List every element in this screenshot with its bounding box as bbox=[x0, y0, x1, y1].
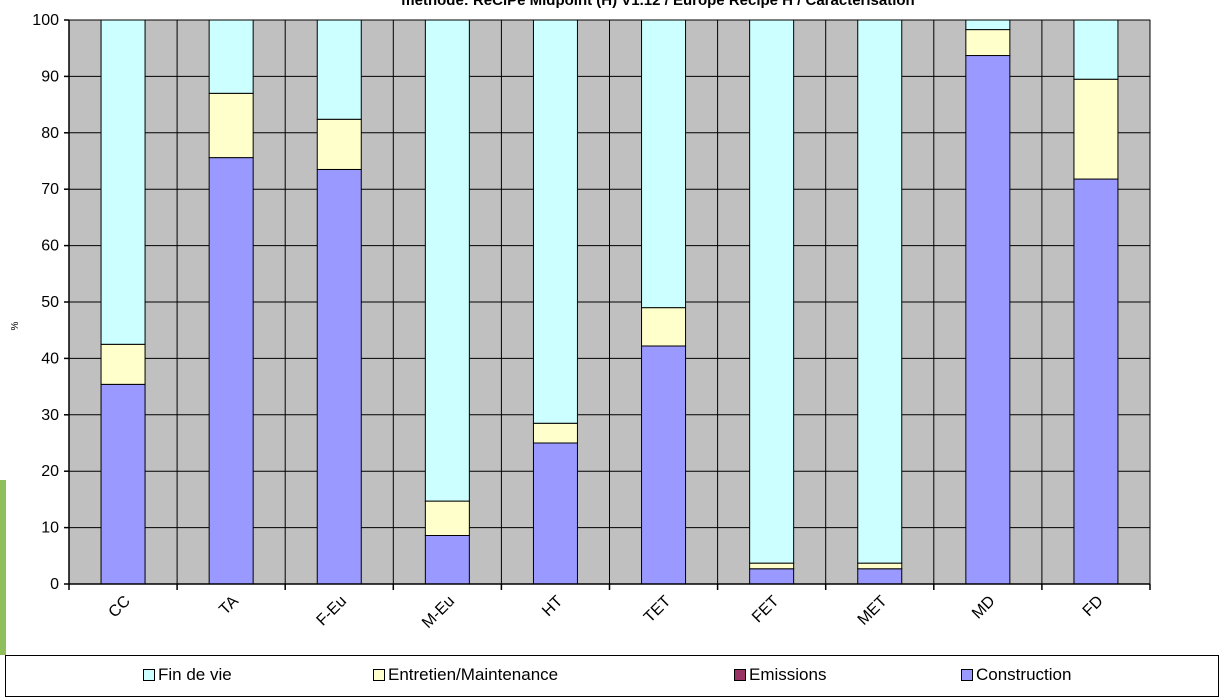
y-tick-label: 50 bbox=[41, 294, 59, 311]
x-category-label: FD bbox=[1080, 593, 1107, 620]
bar-segment-fin-de-vie-ht bbox=[532, 19, 578, 424]
x-category-label: TET bbox=[641, 593, 675, 627]
y-tick-label: 40 bbox=[41, 350, 59, 367]
legend-item-construction: Construction bbox=[961, 665, 1071, 685]
bar-segment-fin-de-vie-fet bbox=[749, 19, 795, 564]
bar-segment-construction-ta bbox=[208, 157, 254, 585]
legend-item-emissions: Emissions bbox=[734, 665, 826, 685]
legend-swatch bbox=[961, 669, 973, 681]
legend-label: Fin de vie bbox=[158, 665, 232, 684]
y-tick-label: 60 bbox=[41, 238, 59, 255]
bar-segment-fin-de-vie-ta bbox=[208, 19, 254, 94]
x-category-label: CC bbox=[106, 593, 134, 621]
x-tick-labels: CC TA F-Eu M-Eu HT TET FET MET MD FD bbox=[106, 593, 1107, 632]
left-edge-decoration bbox=[0, 480, 6, 655]
y-tick-label: 30 bbox=[41, 407, 59, 424]
chart-legend: Fin de vie Entretien/Maintenance Emissions… bbox=[5, 655, 1219, 697]
bar-segment-construction-ht bbox=[532, 442, 578, 585]
stacked-bar-chart: méthode: ReCiPe Midpoint (H) V1.12 / Eur… bbox=[10, 0, 1151, 632]
bar-segment-entretien-maintenance-m-eu bbox=[424, 500, 470, 536]
x-category-label: TA bbox=[216, 593, 242, 619]
bar-segment-construction-md bbox=[965, 55, 1011, 585]
bar-segment-entretien-maintenance-cc bbox=[100, 343, 146, 385]
bar-segment-fin-de-vie-cc bbox=[100, 19, 146, 345]
bar-segment-construction-fd bbox=[1073, 178, 1119, 585]
bar-segment-fin-de-vie-f-eu bbox=[316, 19, 362, 120]
y-tick-label: 20 bbox=[41, 463, 59, 480]
bar-segment-entretien-maintenance-tet bbox=[641, 307, 687, 347]
bar-segment-construction-tet bbox=[641, 345, 687, 585]
legend-item-entretien-maintenance: Entretien/Maintenance bbox=[373, 665, 558, 685]
legend-swatch bbox=[373, 669, 385, 681]
x-category-label: MD bbox=[969, 593, 999, 623]
bar-segment-entretien-maintenance-fet bbox=[749, 562, 795, 570]
chart-title: méthode: ReCiPe Midpoint (H) V1.12 / Eur… bbox=[401, 0, 914, 9]
bar-segment-construction-fet bbox=[749, 568, 795, 585]
bar-segment-construction-f-eu bbox=[316, 168, 362, 585]
y-axis-label: % bbox=[10, 321, 21, 330]
legend-item-fin-de-vie: Fin de vie bbox=[143, 665, 232, 685]
bar-segment-fin-de-vie-tet bbox=[641, 19, 687, 309]
bars bbox=[100, 19, 1119, 585]
bar-segment-entretien-maintenance-ta bbox=[208, 92, 254, 159]
bar-segment-entretien-maintenance-md bbox=[965, 29, 1011, 57]
y-tick-label: 90 bbox=[41, 68, 59, 85]
legend-swatch bbox=[143, 669, 155, 681]
bar-segment-entretien-maintenance-met bbox=[857, 562, 903, 570]
bar-segment-entretien-maintenance-f-eu bbox=[316, 118, 362, 170]
x-category-label: MET bbox=[855, 593, 891, 629]
bar-segment-fin-de-vie-md bbox=[965, 19, 1011, 31]
x-category-label: HT bbox=[539, 593, 566, 620]
y-tick-label: 70 bbox=[41, 181, 59, 198]
x-category-label: FET bbox=[749, 593, 783, 627]
y-tick-label: 0 bbox=[50, 576, 59, 593]
y-tick-labels: 0 10 20 30 40 50 60 70 80 90 100 bbox=[32, 12, 59, 593]
bar-segment-construction-cc bbox=[100, 383, 146, 585]
x-category-label: F-Eu bbox=[314, 593, 351, 630]
bar-segment-fin-de-vie-fd bbox=[1073, 19, 1119, 80]
bar-segment-fin-de-vie-met bbox=[857, 19, 903, 564]
y-tick-label: 80 bbox=[41, 125, 59, 142]
legend-label: Emissions bbox=[749, 665, 827, 684]
x-category-label: M-Eu bbox=[419, 593, 458, 632]
bar-segment-entretien-maintenance-ht bbox=[532, 422, 578, 444]
bar-segment-entretien-maintenance-fd bbox=[1073, 78, 1119, 180]
legend-label: Construction bbox=[976, 665, 1072, 684]
y-tick-label: 100 bbox=[32, 12, 59, 29]
axes bbox=[64, 19, 1151, 590]
bar-segment-fin-de-vie-m-eu bbox=[424, 19, 470, 502]
legend-swatch bbox=[734, 669, 746, 681]
legend-label: Entretien/Maintenance bbox=[388, 665, 559, 684]
bar-segment-construction-m-eu bbox=[424, 534, 470, 585]
y-tick-label: 10 bbox=[41, 520, 59, 537]
bar-segment-construction-met bbox=[857, 568, 903, 585]
